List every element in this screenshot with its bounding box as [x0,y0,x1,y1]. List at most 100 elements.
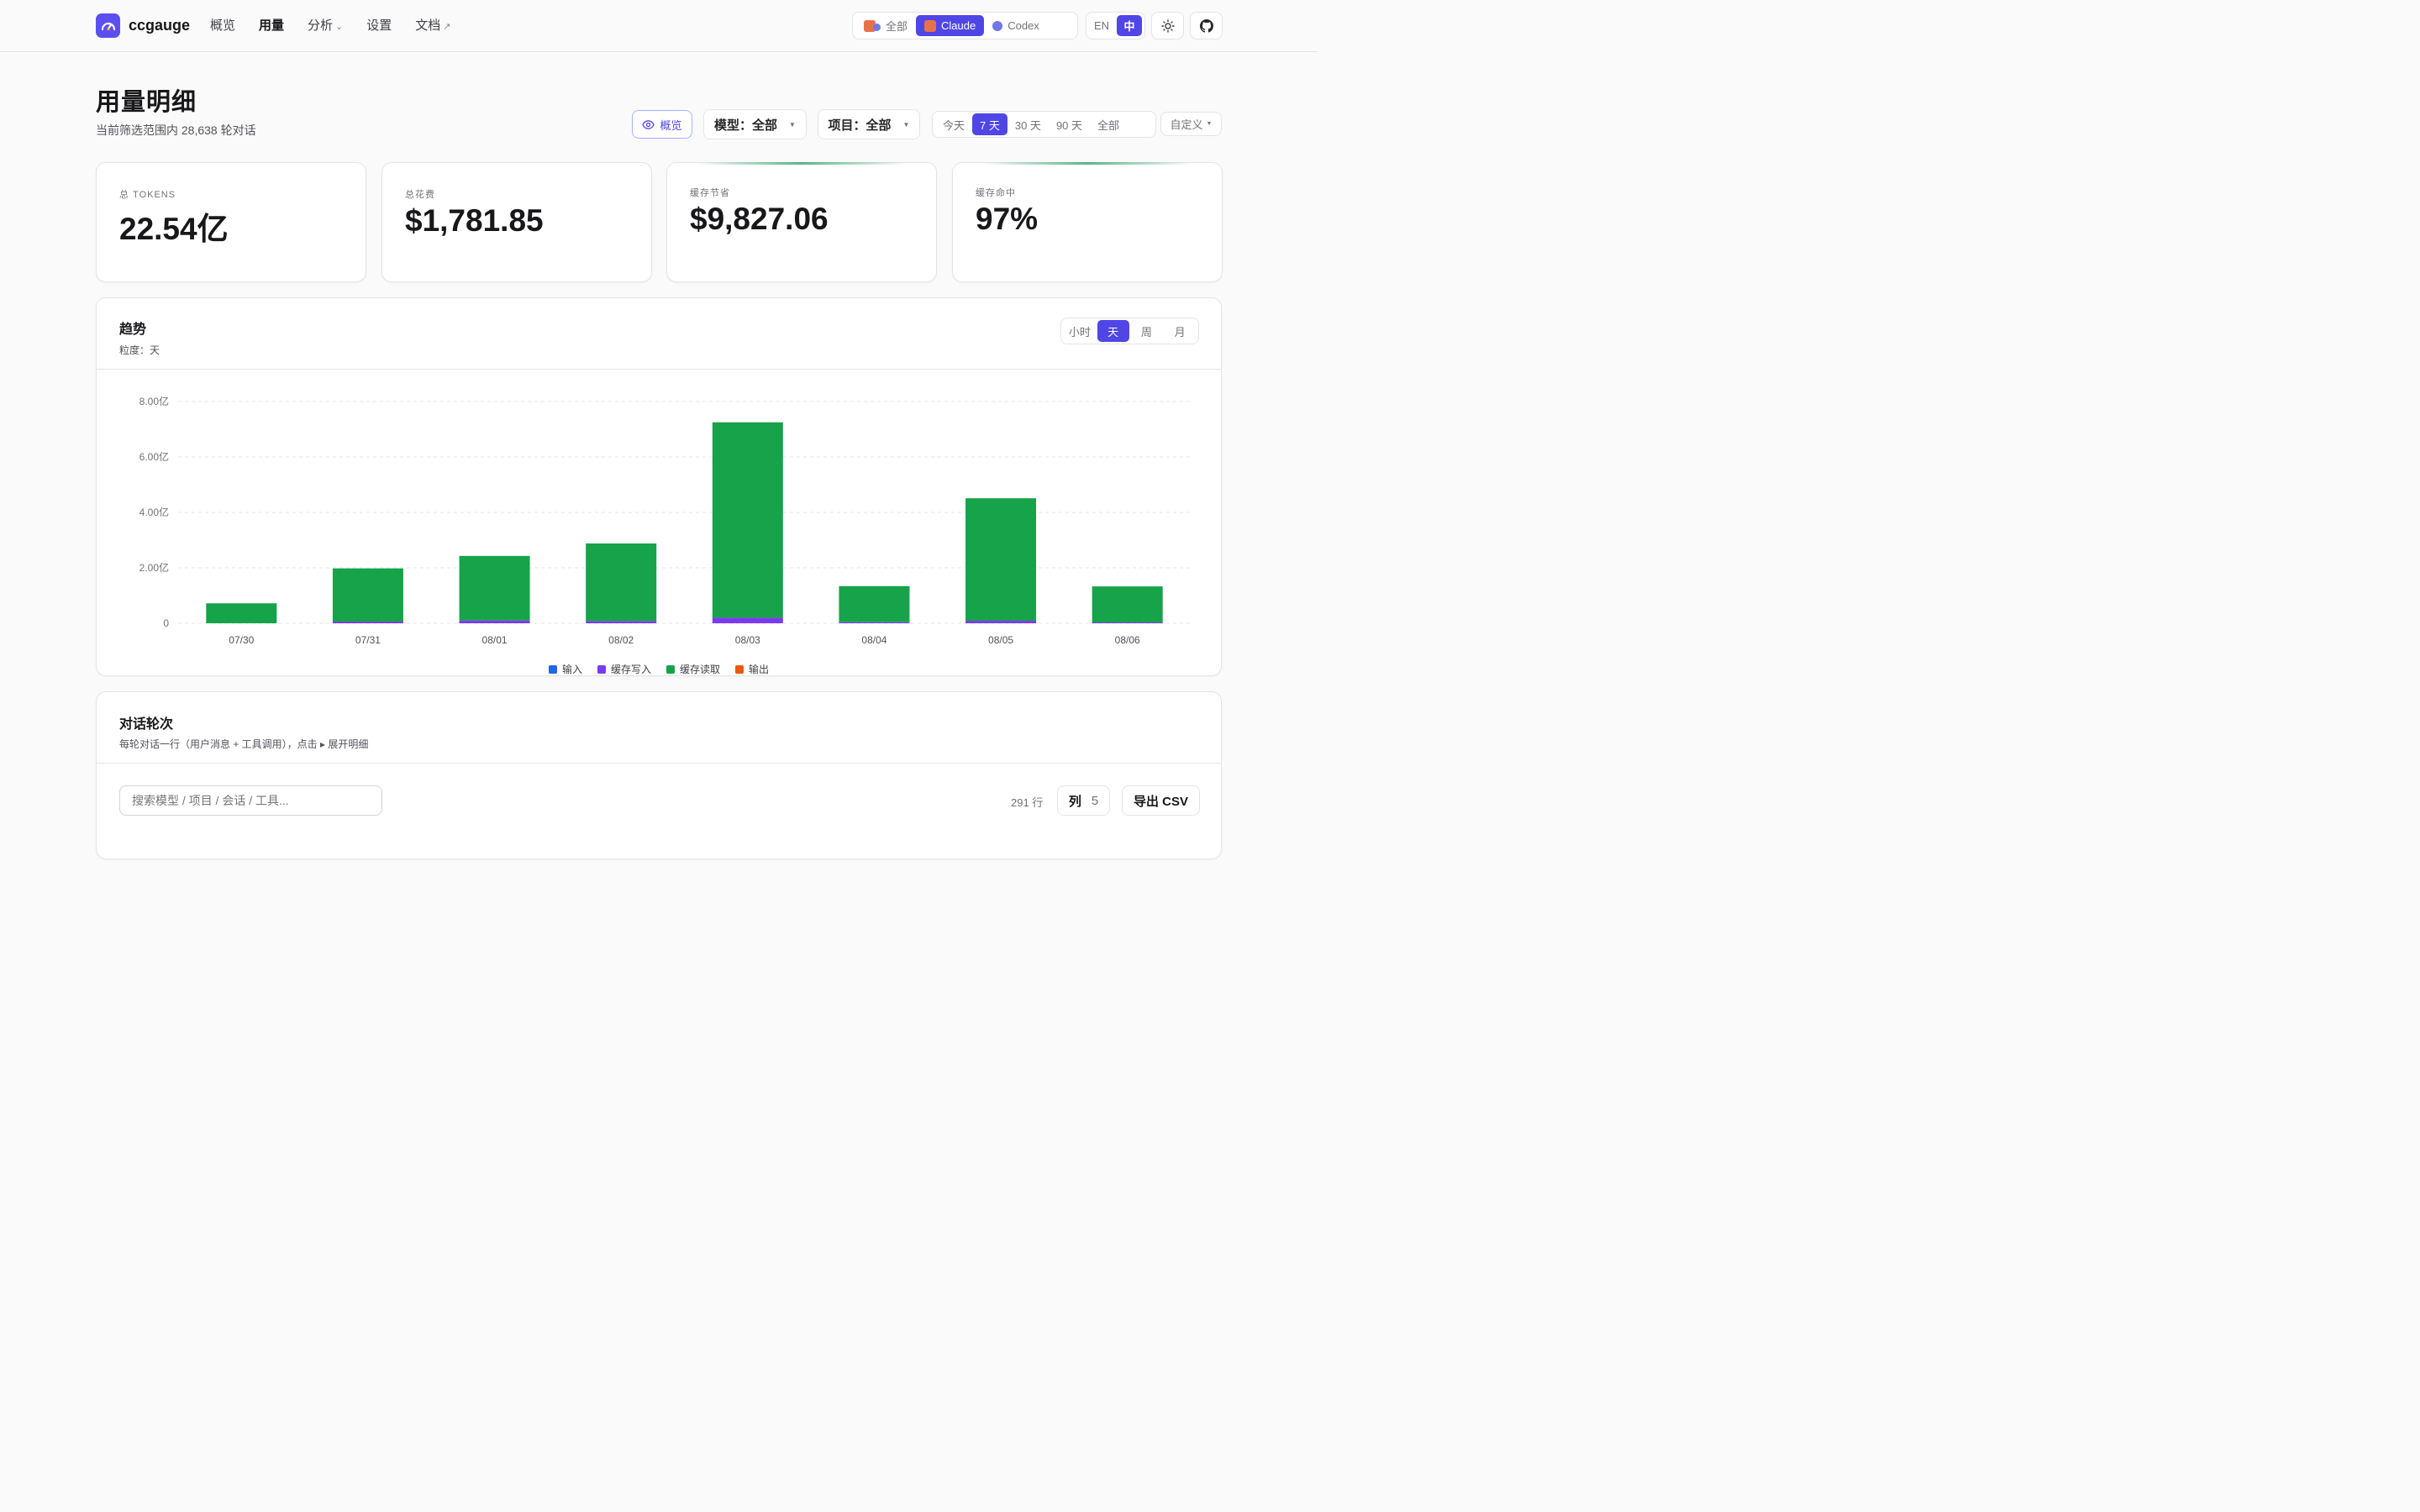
range-option[interactable]: 30 天 [1014,118,1041,132]
provider-option-label: Claude [941,19,976,32]
theme-toggle-button[interactable] [1151,12,1184,39]
github-icon [1199,18,1213,33]
top-nav-bar: ccgauge 概览 用量 分析 ⌄ 设置 文档 ↗ 全部 Claude Codex EN 中 [0,0,1318,52]
stat-label: 总 TOKENS [119,190,176,200]
y-tick-label: 8.00亿 [139,395,169,407]
sun-icon [1160,18,1175,33]
bar-segment [459,555,530,621]
bar-segment [839,585,910,622]
x-tick-label: 08/06 [1115,634,1140,646]
all-providers-icon [864,19,881,32]
y-tick-label: 6.00亿 [139,450,169,463]
bar-segment [332,568,403,622]
provider-option[interactable]: 全部 [855,15,916,36]
nav-item-label: 文档 [415,18,441,33]
columns-label: 列 [1068,794,1081,809]
nav-item-label: 分析 [308,18,334,33]
range-option[interactable]: 90 天 [1055,118,1083,132]
chart-legend: 输入 缓存写入 缓存读取 输出 [97,662,1221,676]
search-input[interactable] [119,785,382,816]
bar-segment [1092,586,1163,623]
provider-option[interactable]: Claude [916,15,985,36]
nav-item-label: 设置 [366,18,392,33]
legend-item: 输入 [548,662,582,676]
legend-swatch [666,664,675,674]
export-csv-button[interactable]: 导出 CSV [1122,785,1200,816]
x-tick-label: 07/30 [229,634,254,646]
trend-card: 趋势 粒度：天 小时天周 月 0 2.00亿 4.00亿 6.00亿 8.00亿 07/30… [96,297,1222,676]
bar-segment [206,603,277,623]
trend-title: 趋势 [119,323,147,337]
caret-down-icon: ▼ [902,120,910,129]
legend-label: 输入 [561,664,582,675]
project-filter-select[interactable]: 项目：全部 ▼ [818,109,920,139]
page-subtitle: 当前筛选范围内 28,638 轮对话 [96,123,256,137]
bar-segment [965,498,1037,622]
main-nav: 概览 用量 分析 ⌄ 设置 文档 ↗ [210,16,451,34]
nav-item[interactable]: 设置 [366,16,392,34]
x-tick-label: 08/05 [988,634,1013,646]
gauge-logo-icon [96,13,120,38]
nav-item[interactable]: 用量 [259,16,284,34]
granularity-label: 粒度：天 [119,344,160,356]
language-option[interactable]: 中 [1117,15,1142,36]
granularity-switcher: 小时天周 月 [1060,318,1199,344]
stat-label: 缓存节省 [690,188,730,198]
export-csv-label: 导出 CSV [1133,794,1188,809]
provider-option-label: Codex [1007,19,1039,32]
turns-card: 对话轮次 每轮对话一行（用户消息 + 工具调用），点击 ▸ 展开明细 291 行… [96,691,1222,859]
time-range-switcher: 今天 7 天 30 天 90 天全部 [932,111,1156,138]
columns-button[interactable]: 列 5 [1057,785,1110,816]
brand[interactable]: ccgauge [96,13,190,38]
model-filter-select[interactable]: 模型：全部 ▼ [703,109,807,139]
language-option[interactable]: EN [1093,19,1110,32]
custom-range-label: 自定义 [1170,118,1203,131]
stat-label: 总花费 [405,190,435,200]
stat-card: 总花费 $1,781.85 [381,162,652,282]
custom-range-button[interactable]: 自定义 ▼ [1160,112,1222,136]
range-option[interactable]: 7 天 [972,113,1007,135]
codex-icon [992,20,1003,31]
stat-label: 缓存命中 [976,188,1016,198]
bar-segment [712,422,783,618]
chevron-down-icon: ⌄ [335,22,344,32]
nav-item[interactable]: 文档 ↗ [415,16,450,34]
page-title: 用量明细 [96,89,197,116]
nav-item[interactable]: 分析 ⌄ [308,16,343,34]
caret-down-icon: ▼ [789,120,796,129]
nav-item-label: 用量 [259,18,285,33]
nav-item-label: 概览 [210,18,236,33]
overview-button-label: 概览 [660,118,682,132]
provider-option[interactable]: Codex [984,15,1048,36]
legend-swatch [548,664,557,674]
card-divider [97,763,1221,764]
nav-item[interactable]: 概览 [210,16,235,34]
bar-segment [1092,622,1163,623]
x-tick-label: 08/02 [608,634,634,646]
stat-value: 22.54亿 [119,212,229,246]
github-link-button[interactable] [1190,12,1223,39]
x-tick-label: 08/04 [861,634,886,646]
legend-item: 缓存读取 [666,662,720,676]
range-option[interactable]: 今天 [943,118,965,132]
bar-segment [586,543,657,622]
overview-button[interactable]: 概览 [632,110,692,139]
project-filter-label: 项目：全部 [828,118,892,133]
x-tick-label: 07/31 [355,634,381,646]
granularity-option[interactable]: 周 [1140,325,1152,339]
range-option[interactable]: 全部 [1097,118,1120,132]
legend-label: 输出 [749,664,770,675]
card-divider [97,369,1221,370]
language-switcher: EN 中 [1086,12,1145,39]
stat-card: 缓存命中 97% [952,162,1223,282]
x-tick-label: 08/03 [735,634,760,646]
legend-swatch [597,664,606,674]
granularity-option[interactable]: 小时 [1068,325,1091,339]
granularity-option[interactable]: 月 [1174,325,1186,339]
stat-value: $9,827.06 [690,202,829,236]
legend-swatch [735,664,744,674]
x-tick-label: 08/01 [482,634,508,646]
bar-segment [965,621,1037,623]
legend-label: 缓存写入 [610,664,651,675]
granularity-option[interactable]: 天 [1097,320,1129,342]
